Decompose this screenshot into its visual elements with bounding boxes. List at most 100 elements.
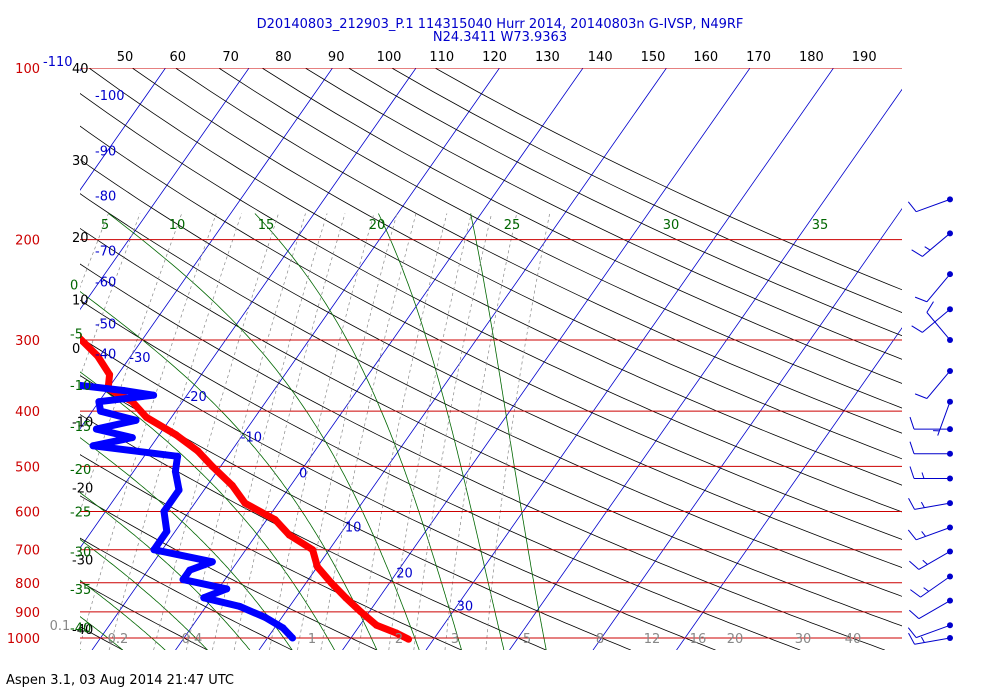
isotherm-line bbox=[80, 68, 166, 191]
theta-label: 90 bbox=[328, 50, 345, 65]
wind-barb-feather bbox=[909, 416, 915, 430]
chart-title-line-1: D20140803_212903_P.1 114315040 Hurr 2014… bbox=[256, 17, 744, 32]
theta-label: 140 bbox=[588, 50, 613, 65]
theta-label: 150 bbox=[641, 50, 666, 65]
altitude-label: -10 bbox=[72, 415, 93, 430]
dry-adiabat-line bbox=[80, 374, 632, 650]
mixing-ratio-line bbox=[212, 213, 328, 650]
wind-barb-half-feather bbox=[920, 501, 925, 508]
dewpoint-trace-point bbox=[174, 452, 182, 460]
dry-adiabat-line bbox=[80, 581, 208, 650]
dry-adiabat-line bbox=[80, 159, 902, 569]
dry-adiabat-line bbox=[80, 414, 547, 650]
moist-adiabat-label: -30 bbox=[70, 545, 91, 560]
isotherm-label: -100 bbox=[95, 89, 125, 104]
mixing-ratio-label: 30 bbox=[795, 632, 812, 647]
moist-adiabat-label: -10 bbox=[70, 379, 91, 394]
dry-adiabat-line bbox=[80, 454, 462, 650]
temperature-trace-point bbox=[14, 217, 21, 224]
moist-adiabat-label: -15 bbox=[70, 420, 91, 435]
temperature-trace-point bbox=[357, 608, 365, 616]
wind-barb-half-feather bbox=[921, 531, 926, 537]
mixing-ratio-label: 2 bbox=[395, 632, 403, 647]
chart-title-line-2: N24.3411 W73.9363 bbox=[432, 30, 568, 45]
dewpoint-trace-point bbox=[128, 434, 136, 442]
mixing-ratio-line bbox=[297, 213, 398, 650]
wind-barb-staff bbox=[922, 308, 951, 333]
dewpoint-trace-point bbox=[97, 407, 105, 415]
temperature-trace-point bbox=[405, 635, 413, 643]
wind-barb-half-feather bbox=[921, 472, 925, 479]
mixing-ratio-line bbox=[388, 213, 472, 650]
isotherm-label: -90 bbox=[95, 144, 116, 159]
pressure-label: 100 bbox=[15, 62, 40, 77]
moist-adiabat-label: 0 bbox=[70, 279, 78, 294]
dry-adiabat-line bbox=[391, 68, 902, 313]
dewpoint-trace-point bbox=[150, 546, 158, 554]
wind-barb-feather bbox=[914, 296, 928, 303]
pressure-label: 400 bbox=[15, 405, 40, 420]
dry-adiabat-line bbox=[261, 68, 902, 384]
isotherm-label: -60 bbox=[95, 276, 116, 291]
dewpoint-trace-point bbox=[289, 634, 297, 642]
wind-barb-staff bbox=[920, 576, 951, 598]
theta-label: 130 bbox=[535, 50, 560, 65]
wind-barb-feather bbox=[910, 589, 921, 598]
wind-barb-staff bbox=[926, 273, 951, 303]
temperature-trace-point bbox=[142, 413, 150, 421]
dewpoint-trace-point bbox=[132, 416, 140, 424]
isotherm-label: 30 bbox=[457, 599, 474, 614]
mixing-ratio-line bbox=[320, 213, 417, 650]
isotherm-line bbox=[425, 68, 834, 650]
dry-adiabat-line bbox=[80, 227, 902, 627]
theta-label: 190 bbox=[852, 50, 877, 65]
dewpoint-trace-point bbox=[95, 398, 103, 406]
wind-barb-feather bbox=[907, 201, 917, 212]
dewpoint-trace-point bbox=[92, 425, 100, 433]
chart-title: D20140803_212903_P.1 114315040 Hurr 2014… bbox=[0, 18, 1000, 44]
dry-adiabat-line bbox=[80, 537, 293, 650]
wind-barb-half-feather bbox=[924, 246, 931, 251]
isotherm-label: -50 bbox=[95, 318, 116, 333]
altitude-label: -30 bbox=[72, 553, 93, 568]
isotherm-label: -20 bbox=[186, 390, 207, 405]
altitude-label: 30 bbox=[72, 154, 89, 169]
isotherm-label: -40 bbox=[95, 347, 116, 362]
wind-barb-feather bbox=[926, 301, 934, 313]
moist-adiabat-line bbox=[378, 213, 505, 650]
pressure-label: 300 bbox=[15, 334, 40, 349]
altitude-label: 0 bbox=[72, 342, 80, 357]
wind-barb-staff bbox=[926, 370, 951, 399]
moist-adiabat-line bbox=[108, 213, 420, 650]
wind-barb-feather bbox=[907, 627, 917, 638]
dry-adiabat-line bbox=[0, 68, 38, 650]
pressure-label: 600 bbox=[15, 506, 40, 521]
wind-barb-staff bbox=[926, 312, 951, 341]
dewpoint-trace-point bbox=[223, 585, 231, 593]
isotherm-label: 10 bbox=[345, 521, 362, 536]
wind-barb-feather bbox=[914, 393, 928, 399]
dewpoint-trace bbox=[80, 381, 296, 641]
wind-barb-feather bbox=[911, 249, 923, 257]
mixing-ratio-line bbox=[233, 213, 346, 650]
isotherm-line bbox=[80, 68, 417, 549]
pressure-label: 200 bbox=[15, 234, 40, 249]
dewpoint-trace-point bbox=[175, 486, 183, 494]
wind-barb-staff bbox=[918, 600, 951, 620]
temperature-trace-point bbox=[22, 181, 29, 188]
isotherm-line bbox=[80, 68, 333, 430]
moist-adiabat-line bbox=[254, 213, 462, 650]
wind-barb-feather bbox=[909, 466, 915, 479]
theta-label: 60 bbox=[170, 50, 187, 65]
mixing-ratio-line bbox=[185, 213, 306, 650]
theta-label: 80 bbox=[275, 50, 292, 65]
moist-adiabat-line bbox=[80, 649, 81, 650]
wind-barb-feather bbox=[908, 498, 915, 510]
moist-adiabat-line bbox=[80, 437, 293, 650]
theta-label: 180 bbox=[799, 50, 824, 65]
wind-barb-half-feather bbox=[920, 636, 925, 643]
dry-adiabat-line bbox=[218, 68, 902, 409]
altitude-label: -20 bbox=[72, 482, 93, 497]
altitude-label: -40 bbox=[72, 623, 93, 638]
